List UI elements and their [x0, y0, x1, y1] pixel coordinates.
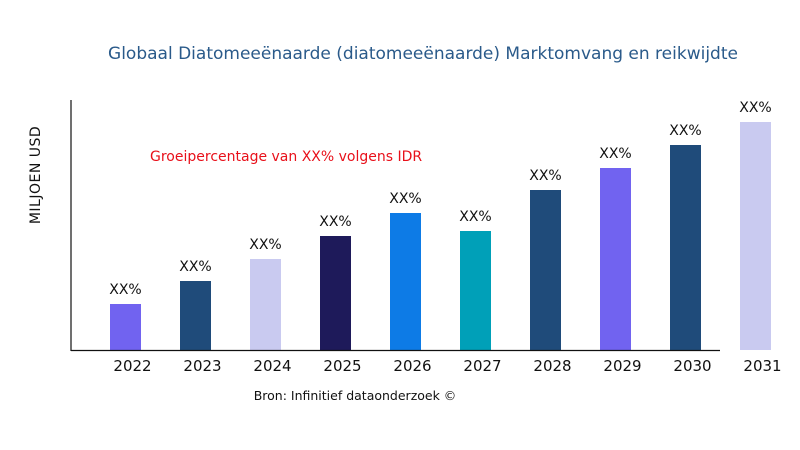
data-label-2025: XX% — [319, 214, 351, 230]
bar-2025 — [320, 236, 351, 350]
data-label-2022: XX% — [109, 282, 141, 298]
bar-2028 — [530, 190, 561, 350]
bar-2022 — [110, 304, 141, 350]
x-tick-2022: 2022 — [113, 357, 151, 375]
bar-2024 — [250, 259, 281, 350]
bar-2023 — [180, 281, 211, 350]
data-label-2031: XX% — [739, 100, 771, 116]
x-tick-2028: 2028 — [533, 357, 571, 375]
x-tick-2027: 2027 — [463, 357, 501, 375]
data-label-2027: XX% — [459, 209, 491, 225]
x-tick-2023: 2023 — [183, 357, 221, 375]
source-note: Bron: Infinitief dataonderzoek © — [254, 388, 457, 403]
bars-group: XX% 2022 XX% 2023 XX% 2024 XX% 2025 XX% 2026 XX% 20… — [109, 100, 781, 375]
x-tick-2026: 2026 — [393, 357, 431, 375]
data-label-2030: XX% — [669, 123, 701, 139]
bar-2029 — [600, 168, 631, 350]
bar-2030 — [670, 145, 701, 350]
x-tick-2024: 2024 — [253, 357, 291, 375]
chart-title: Globaal Diatomeeënaarde (diatomeeënaarde… — [108, 44, 738, 64]
growth-annotation: Groeipercentage van XX% volgens IDR — [150, 149, 422, 165]
bar-2031 — [740, 122, 771, 350]
x-tick-2031: 2031 — [743, 357, 781, 375]
bar-2026 — [390, 213, 421, 350]
x-tick-2030: 2030 — [673, 357, 711, 375]
data-label-2023: XX% — [179, 259, 211, 275]
x-tick-2025: 2025 — [323, 357, 361, 375]
data-label-2024: XX% — [249, 237, 281, 253]
data-label-2029: XX% — [599, 146, 631, 162]
bar-2027 — [460, 231, 491, 350]
y-axis-label: MILJOEN USD — [28, 126, 44, 224]
x-tick-2029: 2029 — [603, 357, 641, 375]
data-label-2028: XX% — [529, 168, 561, 184]
data-label-2026: XX% — [389, 191, 421, 207]
